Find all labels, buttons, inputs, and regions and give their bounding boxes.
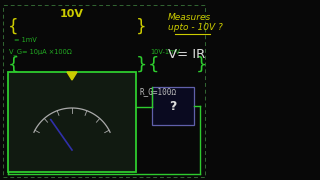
Text: }: } — [196, 56, 207, 74]
Text: upto - 10V ?: upto - 10V ? — [168, 24, 223, 33]
Text: 10V-1mV: 10V-1mV — [150, 49, 180, 55]
Text: V_G= 10μA ×100Ω: V_G= 10μA ×100Ω — [9, 49, 72, 55]
Polygon shape — [67, 72, 77, 80]
Bar — [8, 72, 136, 172]
Text: ?: ? — [169, 100, 177, 112]
Bar — [3, 5, 205, 177]
Text: Measures: Measures — [168, 12, 211, 21]
Text: = 1mV: = 1mV — [14, 37, 37, 43]
Text: 10V: 10V — [60, 9, 84, 19]
Bar — [152, 87, 194, 125]
Text: }: } — [136, 56, 148, 74]
Text: V= IR: V= IR — [168, 48, 205, 62]
Text: }: } — [136, 18, 147, 36]
Text: {: { — [8, 56, 20, 74]
Text: {: { — [148, 56, 159, 74]
Text: {: { — [8, 18, 19, 36]
Text: R_G=100Ω: R_G=100Ω — [140, 87, 177, 96]
